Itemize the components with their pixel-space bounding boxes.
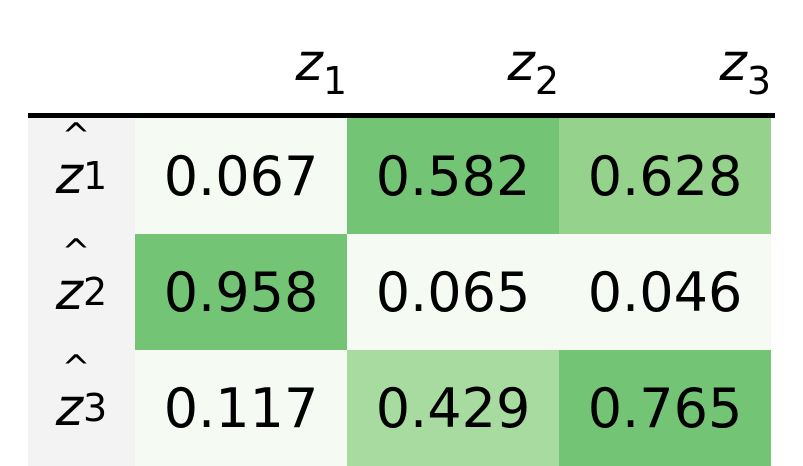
row-header-zhat1: z1: [28, 116, 135, 234]
cell-r2-c1: 0.958: [135, 234, 347, 350]
row-header-zhat2: z2: [28, 232, 135, 350]
cell-r1-c2: 0.582: [347, 118, 559, 234]
cell-r3-c3: 0.765: [559, 350, 771, 466]
column-header-z1: z1: [295, 33, 347, 103]
row-header-zhat3: z3: [28, 348, 135, 466]
cell-r3-c2: 0.429: [347, 350, 559, 466]
header-rule: [28, 113, 775, 118]
cell-r2-c3: 0.046: [559, 234, 771, 350]
column-header-z3: z3: [719, 33, 771, 103]
cell-r1-c1: 0.067: [135, 118, 347, 234]
column-header-z2: z2: [507, 33, 559, 103]
cell-r1-c3: 0.628: [559, 118, 771, 234]
cell-r2-c2: 0.065: [347, 234, 559, 350]
cell-r3-c1: 0.117: [135, 350, 347, 466]
